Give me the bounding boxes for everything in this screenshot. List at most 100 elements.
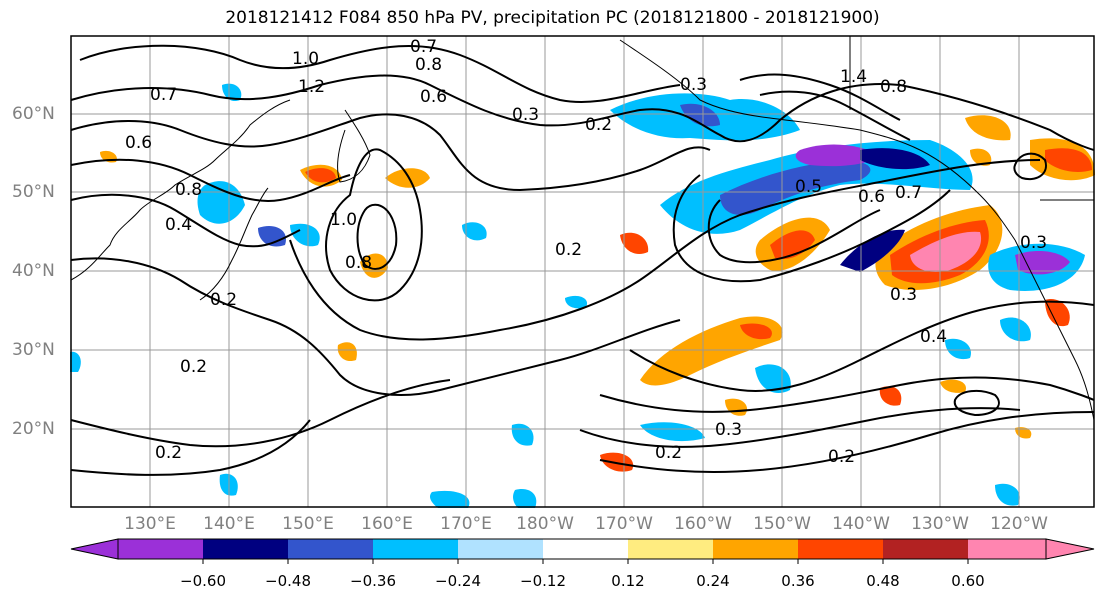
contour-line: [70, 379, 451, 448]
contour-label: 0.8: [415, 55, 442, 75]
fill-cyan-japan: [197, 181, 245, 224]
colorbar-tick-label: 0.36: [781, 572, 815, 590]
fill-blue-big: [720, 160, 871, 215]
contour-line: [356, 203, 398, 270]
colorbar: [70, 538, 1095, 564]
fill-purple-1: [795, 144, 880, 167]
lon-label: 160°W: [674, 514, 732, 534]
contour-label: 0.3: [680, 75, 707, 95]
contour-line: [629, 300, 1095, 392]
colorbar-tick-label: 0.12: [611, 572, 645, 590]
contour-line: [79, 44, 681, 104]
fill-cyan-2: [565, 295, 588, 309]
colorbar-tick-label: −0.60: [180, 572, 226, 590]
contour-line: [289, 159, 1041, 341]
fill-cyan-4: [640, 422, 705, 442]
contour-label: 0.3: [512, 105, 539, 125]
colorbar-bin: [628, 539, 713, 559]
contour-label: 0.2: [585, 115, 612, 135]
contour-label: 0.6: [125, 133, 152, 153]
contour-label: 0.7: [150, 85, 177, 105]
contour-label: 0.6: [858, 187, 885, 207]
coastlines: [70, 36, 1095, 421]
fill-cyan-kuril: [290, 223, 320, 247]
colorbar-tick-label: 0.24: [696, 572, 730, 590]
contour-label: 0.5: [795, 177, 822, 197]
fill-orange-ne2: [965, 115, 1011, 141]
contour-label: 0.8: [345, 253, 372, 273]
fill-red-left: [770, 230, 815, 260]
contour-line: [1013, 152, 1047, 180]
fill-cyan-7: [430, 490, 470, 508]
fill-orange-10: [725, 398, 748, 416]
fill-orange-kam2: [385, 168, 430, 188]
fill-cyan-1: [222, 83, 242, 102]
plot-title: 2018121412 F084 850 hPa PV, precipitatio…: [225, 8, 880, 28]
colorbar-bin: [458, 539, 543, 559]
contour-label: 0.2: [155, 443, 182, 463]
contour-label: 0.2: [210, 290, 237, 310]
contour-line: [579, 407, 1021, 448]
lon-label: 170°W: [595, 514, 653, 534]
contour-line: [707, 199, 881, 264]
fill-cyan-10: [1000, 317, 1031, 342]
lat-label-40n: 40°N: [12, 261, 55, 281]
contour-line: [70, 419, 311, 476]
lon-label: 140°W: [832, 514, 890, 534]
fill-redorange-band: [740, 323, 772, 340]
lon-label: 130°W: [911, 514, 969, 534]
contour-label: 0.4: [165, 215, 192, 235]
colorbar-bin: [118, 539, 203, 559]
fill-pink-coast: [910, 231, 982, 272]
contour-label: 1.0: [330, 210, 357, 230]
fill-redorange-ne: [1045, 148, 1092, 172]
contour-line: [599, 411, 1095, 473]
map-frame: [70, 35, 1095, 508]
contour-line: [759, 90, 911, 141]
contour-label: 1.2: [298, 77, 325, 97]
contour-line: [70, 158, 351, 202]
colorbar-extend-low: [70, 538, 119, 560]
lon-label: 150°E: [282, 514, 334, 534]
lon-label: 120°W: [990, 514, 1048, 534]
colorbar-tick-label: 0.60: [951, 572, 985, 590]
contour-line: [70, 113, 711, 192]
contour-line: [70, 193, 301, 248]
lon-label: 150°W: [753, 514, 811, 534]
contour-label: 0.3: [715, 420, 742, 440]
fill-cyan-12: [70, 351, 81, 372]
contour-label: 0.2: [555, 240, 582, 260]
contour-line: [739, 73, 901, 121]
contour-label: 0.8: [175, 180, 202, 200]
fill-cyan-8: [513, 489, 537, 508]
graticule: [71, 36, 1094, 507]
lat-label-20n: 20°N: [12, 419, 55, 439]
contour-label: 0.2: [655, 443, 682, 463]
contour-label: 0.2: [180, 357, 207, 377]
fill-orange-bonin: [360, 253, 388, 278]
colorbar-bin: [713, 539, 798, 559]
colorbar-bin: [543, 539, 628, 559]
contour-label: 0.3: [890, 285, 917, 305]
colorbar-bin: [968, 539, 1046, 559]
contour-line: [70, 257, 681, 396]
contour-line: [953, 389, 1000, 417]
colorbar-tick-label: −0.24: [435, 572, 481, 590]
lon-label: 170°E: [440, 514, 492, 534]
fill-orange-2: [337, 342, 357, 362]
pv-contours: [70, 44, 1095, 476]
coast-na-west: [1014, 239, 1095, 421]
colorbar-extend-high: [1045, 538, 1095, 560]
colorbar-bin: [798, 539, 883, 559]
fill-navy-coast: [840, 229, 905, 272]
fill-orange-center: [620, 232, 649, 255]
contour-label: 0.6: [420, 87, 447, 107]
fill-cyan-9: [945, 338, 971, 360]
fill-orange-5: [1045, 299, 1070, 327]
colorbar-tick-label: −0.48: [265, 572, 311, 590]
lat-label-30n: 30°N: [12, 340, 55, 360]
fill-red-kam: [305, 168, 336, 183]
contour-label: 0.7: [895, 183, 922, 203]
fill-blue-gulf: [680, 103, 720, 127]
